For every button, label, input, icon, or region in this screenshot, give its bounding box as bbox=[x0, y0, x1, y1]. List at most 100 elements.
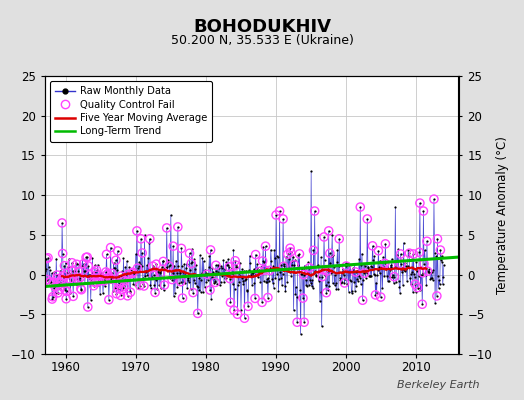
Point bbox=[231, 258, 239, 264]
Point bbox=[258, 299, 266, 306]
Point bbox=[133, 228, 141, 234]
Point bbox=[435, 277, 443, 284]
Point bbox=[343, 268, 352, 274]
Point bbox=[323, 279, 332, 286]
Point bbox=[390, 274, 398, 280]
Point bbox=[136, 261, 145, 268]
Point bbox=[408, 268, 416, 275]
Point bbox=[420, 260, 428, 267]
Point bbox=[227, 273, 235, 280]
Point bbox=[368, 243, 377, 249]
Point bbox=[192, 262, 200, 269]
Point bbox=[298, 266, 306, 272]
Point bbox=[234, 282, 242, 288]
Point bbox=[402, 266, 411, 272]
Point bbox=[365, 272, 373, 279]
Point bbox=[397, 251, 405, 257]
Point bbox=[62, 288, 71, 294]
Point bbox=[316, 289, 325, 295]
Point bbox=[335, 275, 344, 282]
Point bbox=[364, 263, 373, 270]
Point bbox=[75, 260, 83, 267]
Point bbox=[81, 280, 89, 286]
Point bbox=[373, 290, 381, 296]
Point bbox=[368, 243, 377, 249]
Point bbox=[140, 283, 148, 289]
Point bbox=[372, 292, 380, 298]
Point bbox=[267, 247, 275, 253]
Point bbox=[107, 276, 115, 282]
Text: BOHODUKHIV: BOHODUKHIV bbox=[193, 18, 331, 36]
Point bbox=[438, 252, 446, 259]
Point bbox=[140, 232, 149, 238]
Point bbox=[336, 276, 345, 283]
Point bbox=[291, 257, 299, 264]
Point bbox=[95, 277, 103, 284]
Point bbox=[86, 272, 94, 278]
Point bbox=[304, 282, 313, 289]
Point bbox=[45, 264, 53, 271]
Point bbox=[91, 269, 100, 276]
Point bbox=[62, 296, 70, 302]
Point bbox=[383, 273, 391, 280]
Point bbox=[114, 286, 123, 292]
Point bbox=[145, 239, 154, 246]
Point bbox=[236, 273, 245, 279]
Point bbox=[45, 279, 53, 285]
Point bbox=[82, 254, 90, 260]
Point bbox=[122, 288, 130, 295]
Point bbox=[287, 272, 296, 279]
Point bbox=[127, 267, 135, 274]
Point bbox=[422, 272, 430, 278]
Point bbox=[264, 275, 272, 282]
Point bbox=[136, 282, 144, 289]
Point bbox=[312, 273, 321, 280]
Point bbox=[232, 264, 241, 270]
Point bbox=[283, 251, 292, 257]
Text: Berkeley Earth: Berkeley Earth bbox=[397, 380, 479, 390]
Point bbox=[112, 257, 120, 264]
Point bbox=[116, 292, 125, 299]
Point bbox=[83, 254, 91, 260]
Point bbox=[411, 281, 419, 288]
Point bbox=[196, 252, 204, 259]
Point bbox=[161, 264, 169, 271]
Point bbox=[310, 270, 318, 276]
Point bbox=[70, 277, 79, 283]
Point bbox=[377, 265, 386, 271]
Point bbox=[162, 225, 171, 231]
Point bbox=[46, 279, 54, 285]
Point bbox=[385, 278, 393, 284]
Point bbox=[76, 274, 84, 281]
Point bbox=[321, 272, 330, 278]
Point bbox=[278, 271, 287, 277]
Point bbox=[104, 270, 112, 277]
Point bbox=[101, 276, 110, 282]
Point bbox=[114, 286, 123, 292]
Point bbox=[256, 268, 264, 274]
Point bbox=[90, 282, 98, 289]
Point bbox=[368, 264, 376, 270]
Point bbox=[102, 251, 111, 258]
Point bbox=[51, 290, 60, 296]
Point bbox=[54, 279, 63, 286]
Point bbox=[181, 280, 189, 287]
Point bbox=[362, 266, 370, 273]
Point bbox=[414, 284, 422, 291]
Point bbox=[287, 249, 295, 255]
Point bbox=[431, 300, 439, 306]
Point bbox=[363, 216, 372, 222]
Point bbox=[157, 284, 165, 291]
Point bbox=[360, 270, 368, 276]
Point bbox=[278, 282, 286, 288]
Point bbox=[283, 278, 291, 285]
Point bbox=[242, 268, 250, 274]
Point bbox=[434, 285, 443, 291]
Point bbox=[53, 272, 62, 278]
Point bbox=[196, 289, 205, 295]
Point bbox=[79, 256, 87, 262]
Point bbox=[419, 270, 427, 276]
Point bbox=[423, 238, 431, 244]
Point bbox=[312, 272, 320, 278]
Point bbox=[50, 285, 58, 292]
